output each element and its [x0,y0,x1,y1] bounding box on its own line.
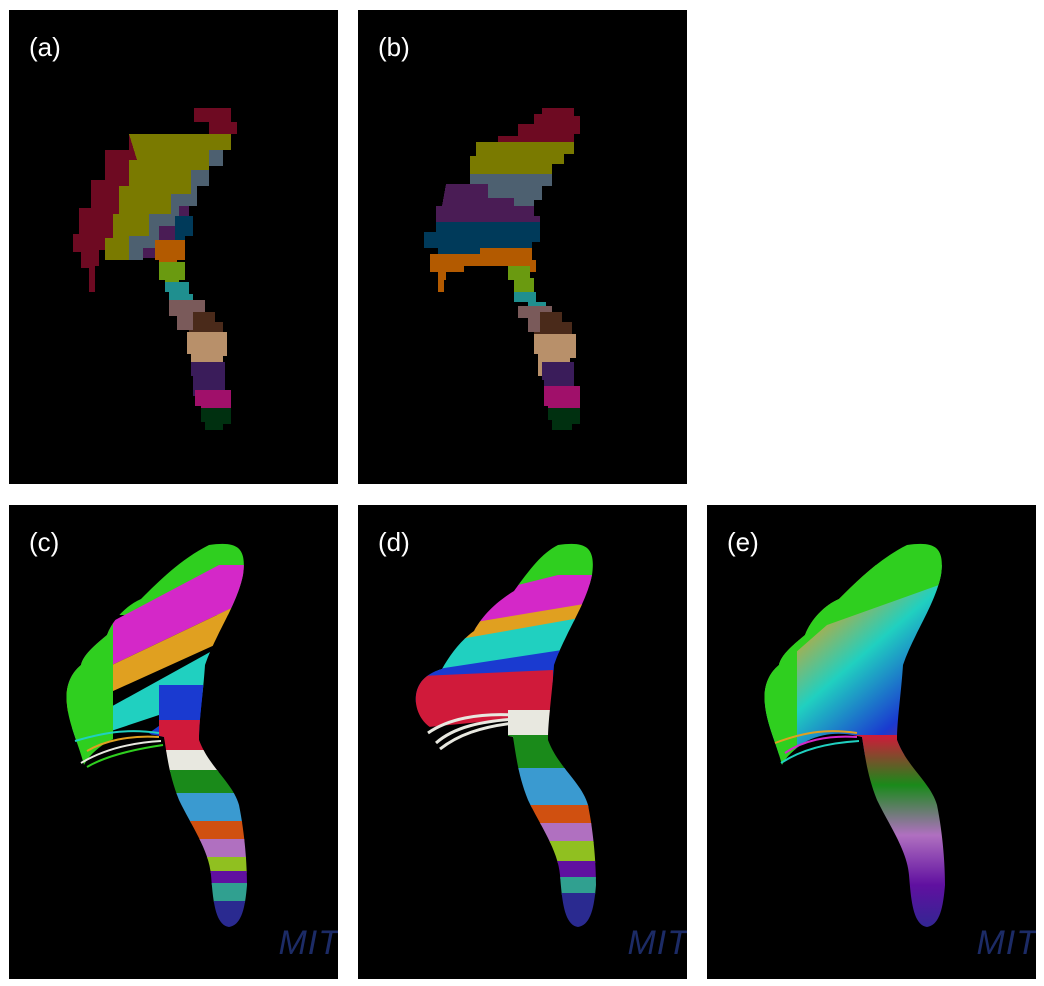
panel-a-label: (a) [29,32,61,62]
panel-b-parcellation: (b) [358,10,687,484]
panel-e-label: (e) [727,527,759,557]
panel-d-label: (d) [378,527,410,557]
panel-e-watermark: MIT [976,924,1036,962]
panel-d-tractography: (d) MIT [358,505,687,979]
panel-b-image [424,108,580,430]
panel-c-label: (c) [29,527,60,557]
panel-d-watermark: MIT [627,924,687,962]
panel-b-label: (b) [378,32,410,62]
panel-c-tractography: (c) MIT [9,505,338,979]
panel-a-parcellation: (a) [9,10,338,484]
panel-c-watermark: MIT [278,924,338,962]
panel-d-image [415,543,597,927]
panel-e-tractography: (e) MIT [707,505,1036,979]
panel-e-image [764,543,945,927]
panel-a-image [73,108,237,430]
panel-c-image [66,543,247,927]
